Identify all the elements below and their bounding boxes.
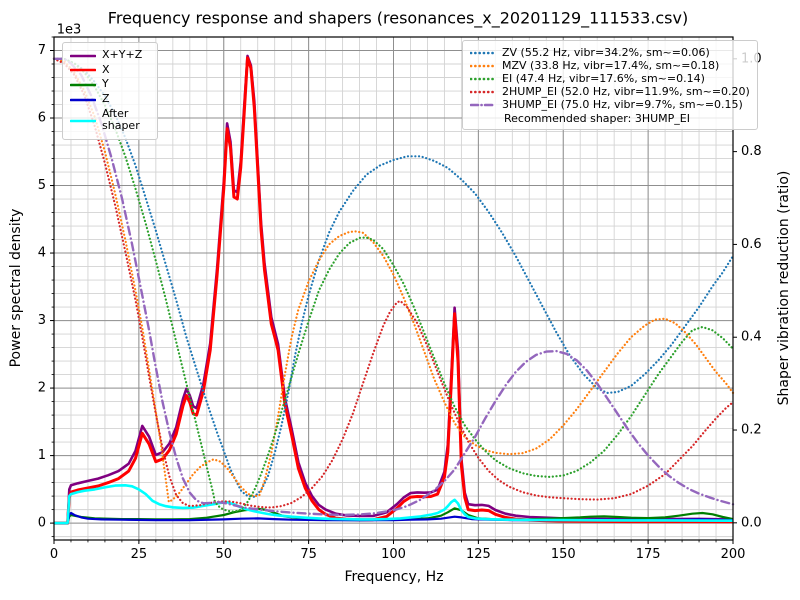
y-right-tick-label: 0.4 (741, 330, 762, 345)
x-axis-label: Frequency, Hz (344, 569, 444, 585)
series-line-After shaper (54, 484, 734, 525)
legend-item: MZV (33.8 Hz, vibr=17.4%, sm~=0.18) (469, 59, 750, 72)
line-sample-2hump-ei (469, 86, 497, 97)
line-sample-mzv (469, 60, 497, 71)
y-axis-offset-text: 1e3 (56, 22, 82, 38)
legend-label: X (102, 62, 110, 76)
y-left-tick-label: 6 (38, 111, 46, 126)
series-line-MZV (52, 57, 735, 504)
line-sample-y (69, 79, 97, 90)
y-left-tick-label: 1 (38, 448, 46, 463)
x-tick-label: 75 (300, 547, 317, 562)
y-left-tick-label: 7 (38, 43, 46, 58)
x-tick-label: 150 (551, 547, 576, 562)
legend-item: X+Y+Z (69, 48, 150, 62)
line-sample-ei (469, 73, 497, 84)
series-line-EI (52, 57, 735, 513)
y-left-axis-label: Power spectral density (8, 208, 24, 368)
legend-item: 3HUMP_EI (75.0 Hz, vibr=9.7%, sm~=0.15) (469, 98, 750, 111)
series-line-X (54, 56, 734, 525)
series-line-ZV (52, 57, 735, 498)
axis-ticks (50, 36, 737, 544)
y-right-axis-label: Shaper vibration reduction (ratio) (776, 170, 792, 406)
legend-item: X (69, 62, 150, 77)
legend-item: 2HUMP_EI (52.0 Hz, vibr=11.9%, sm~=0.20) (469, 85, 750, 98)
line-sample-x (69, 64, 97, 75)
chart-title: Frequency response and shapers (resonanc… (107, 8, 689, 28)
legend-label: Y (102, 77, 109, 91)
recommended-shaper-text: Recommended shaper: 3HUMP_EI (504, 112, 690, 125)
series-line-3HUMP_EI (52, 57, 735, 517)
x-tick-label: 200 (721, 547, 746, 562)
legend-label: MZV (33.8 Hz, vibr=17.4%, sm~=0.18) (502, 59, 720, 72)
y-right-tick-label: 0.8 (741, 144, 762, 159)
legend-label: 2HUMP_EI (52.0 Hz, vibr=11.9%, sm~=0.20) (502, 85, 750, 98)
y-left-tick-label: 5 (38, 178, 46, 193)
x-tick-label: 175 (636, 547, 661, 562)
y-right-tick-label: 0.6 (741, 237, 762, 252)
legend-item: Y (69, 77, 150, 91)
y-left-tick-label: 0 (38, 516, 46, 531)
x-tick-label: 50 (215, 547, 232, 562)
legend-label: X+Y+Z (102, 48, 143, 61)
legend-label: ZV (55.2 Hz, vibr=34.2%, sm~=0.06) (502, 46, 710, 59)
series-line-2HUMP_EI (52, 57, 735, 509)
legend-shapers: ZV (55.2 Hz, vibr=34.2%, sm~=0.06) MZV (… (462, 40, 758, 130)
legend-label: After shaper (102, 106, 140, 133)
legend-label: 3HUMP_EI (75.0 Hz, vibr=9.7%, sm~=0.15) (502, 98, 743, 111)
legend-item: Z (69, 91, 150, 106)
line-sample-zv (469, 47, 497, 58)
y-left-tick-label: 2 (38, 381, 46, 396)
series (52, 54, 735, 525)
x-tick-label: 25 (131, 547, 148, 562)
y-right-tick-label: 0.0 (741, 515, 762, 530)
y-left-tick-label: 3 (38, 313, 46, 328)
line-sample-xyz (69, 50, 97, 61)
line-sample-3hump-ei (469, 99, 497, 110)
line-sample-after-shaper (69, 115, 97, 126)
x-tick-label: 0 (50, 547, 58, 562)
y-right-tick-label: 0.2 (741, 423, 762, 438)
legend-item: EI (47.4 Hz, vibr=17.6%, sm~=0.14) (469, 72, 750, 85)
x-tick-label: 100 (381, 547, 406, 562)
y-left-tick-label: 4 (38, 246, 46, 261)
x-tick-label: 125 (466, 547, 491, 562)
legend-item: ZV (55.2 Hz, vibr=34.2%, sm~=0.06) (469, 46, 750, 59)
legend-item: After shaper (69, 106, 150, 133)
legend-label: EI (47.4 Hz, vibr=17.6%, sm~=0.14) (502, 72, 705, 85)
legend-label: Z (102, 91, 110, 105)
legend-psd: X+Y+Z X Y Z After shaper (62, 42, 158, 140)
line-sample-z (69, 94, 97, 105)
